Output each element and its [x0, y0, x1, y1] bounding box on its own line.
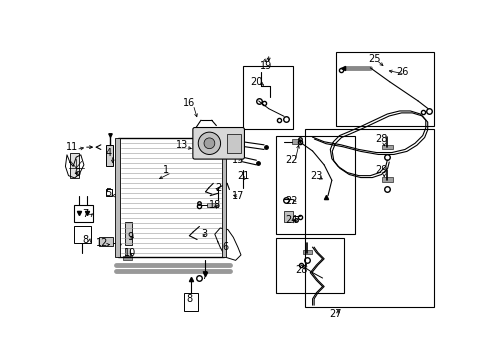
Bar: [381, 177, 392, 182]
Text: 3: 3: [202, 229, 207, 239]
Bar: [284, 211, 292, 222]
Text: 27: 27: [329, 309, 341, 319]
Bar: [226, 134, 241, 153]
Bar: [123, 256, 132, 260]
Bar: [291, 139, 299, 144]
Bar: [115, 138, 120, 257]
Text: 21: 21: [237, 171, 249, 181]
Text: 10: 10: [124, 248, 136, 258]
Bar: [276, 238, 344, 293]
Text: 22: 22: [285, 196, 298, 206]
Circle shape: [203, 138, 214, 149]
Text: 19: 19: [260, 61, 272, 71]
FancyBboxPatch shape: [192, 127, 244, 159]
Text: 17: 17: [231, 191, 244, 201]
Text: 6: 6: [75, 167, 81, 177]
Text: 8: 8: [82, 235, 88, 244]
Text: 29: 29: [375, 165, 387, 175]
Bar: [70, 153, 79, 178]
Text: 24: 24: [285, 215, 297, 225]
Bar: [183, 293, 198, 311]
Bar: [74, 205, 93, 222]
Bar: [118, 138, 224, 257]
Text: 12: 12: [96, 238, 108, 248]
Text: 15: 15: [231, 155, 244, 165]
Text: 28: 28: [375, 134, 387, 144]
Text: 28: 28: [294, 265, 306, 275]
Text: 26: 26: [396, 67, 408, 77]
Bar: [335, 53, 433, 126]
Text: 11: 11: [65, 142, 78, 152]
Bar: [106, 145, 113, 166]
Text: 2: 2: [214, 183, 221, 193]
Text: 22: 22: [285, 155, 298, 165]
Bar: [125, 222, 131, 245]
Text: 20: 20: [250, 77, 262, 87]
Text: 25: 25: [367, 54, 380, 64]
Text: 7: 7: [82, 209, 88, 219]
Text: 9: 9: [127, 232, 133, 242]
Bar: [276, 136, 354, 234]
Bar: [381, 145, 392, 149]
Bar: [106, 189, 111, 195]
Text: 23: 23: [309, 171, 322, 181]
Text: 6: 6: [222, 242, 228, 252]
Text: 7: 7: [201, 271, 207, 281]
Text: 18: 18: [208, 200, 221, 210]
Bar: [221, 138, 226, 257]
Text: 8: 8: [186, 294, 192, 304]
Text: 16: 16: [183, 98, 195, 108]
Bar: [302, 249, 311, 254]
Circle shape: [198, 132, 220, 154]
Bar: [305, 130, 433, 307]
Text: 13: 13: [175, 140, 187, 150]
Bar: [207, 203, 218, 207]
Bar: [125, 248, 130, 257]
Text: 5: 5: [105, 188, 111, 198]
Bar: [99, 237, 113, 247]
Text: 14: 14: [231, 129, 244, 139]
Bar: [243, 66, 293, 130]
Bar: [74, 226, 91, 243]
Text: 1: 1: [163, 165, 169, 175]
Text: 4: 4: [105, 148, 111, 158]
